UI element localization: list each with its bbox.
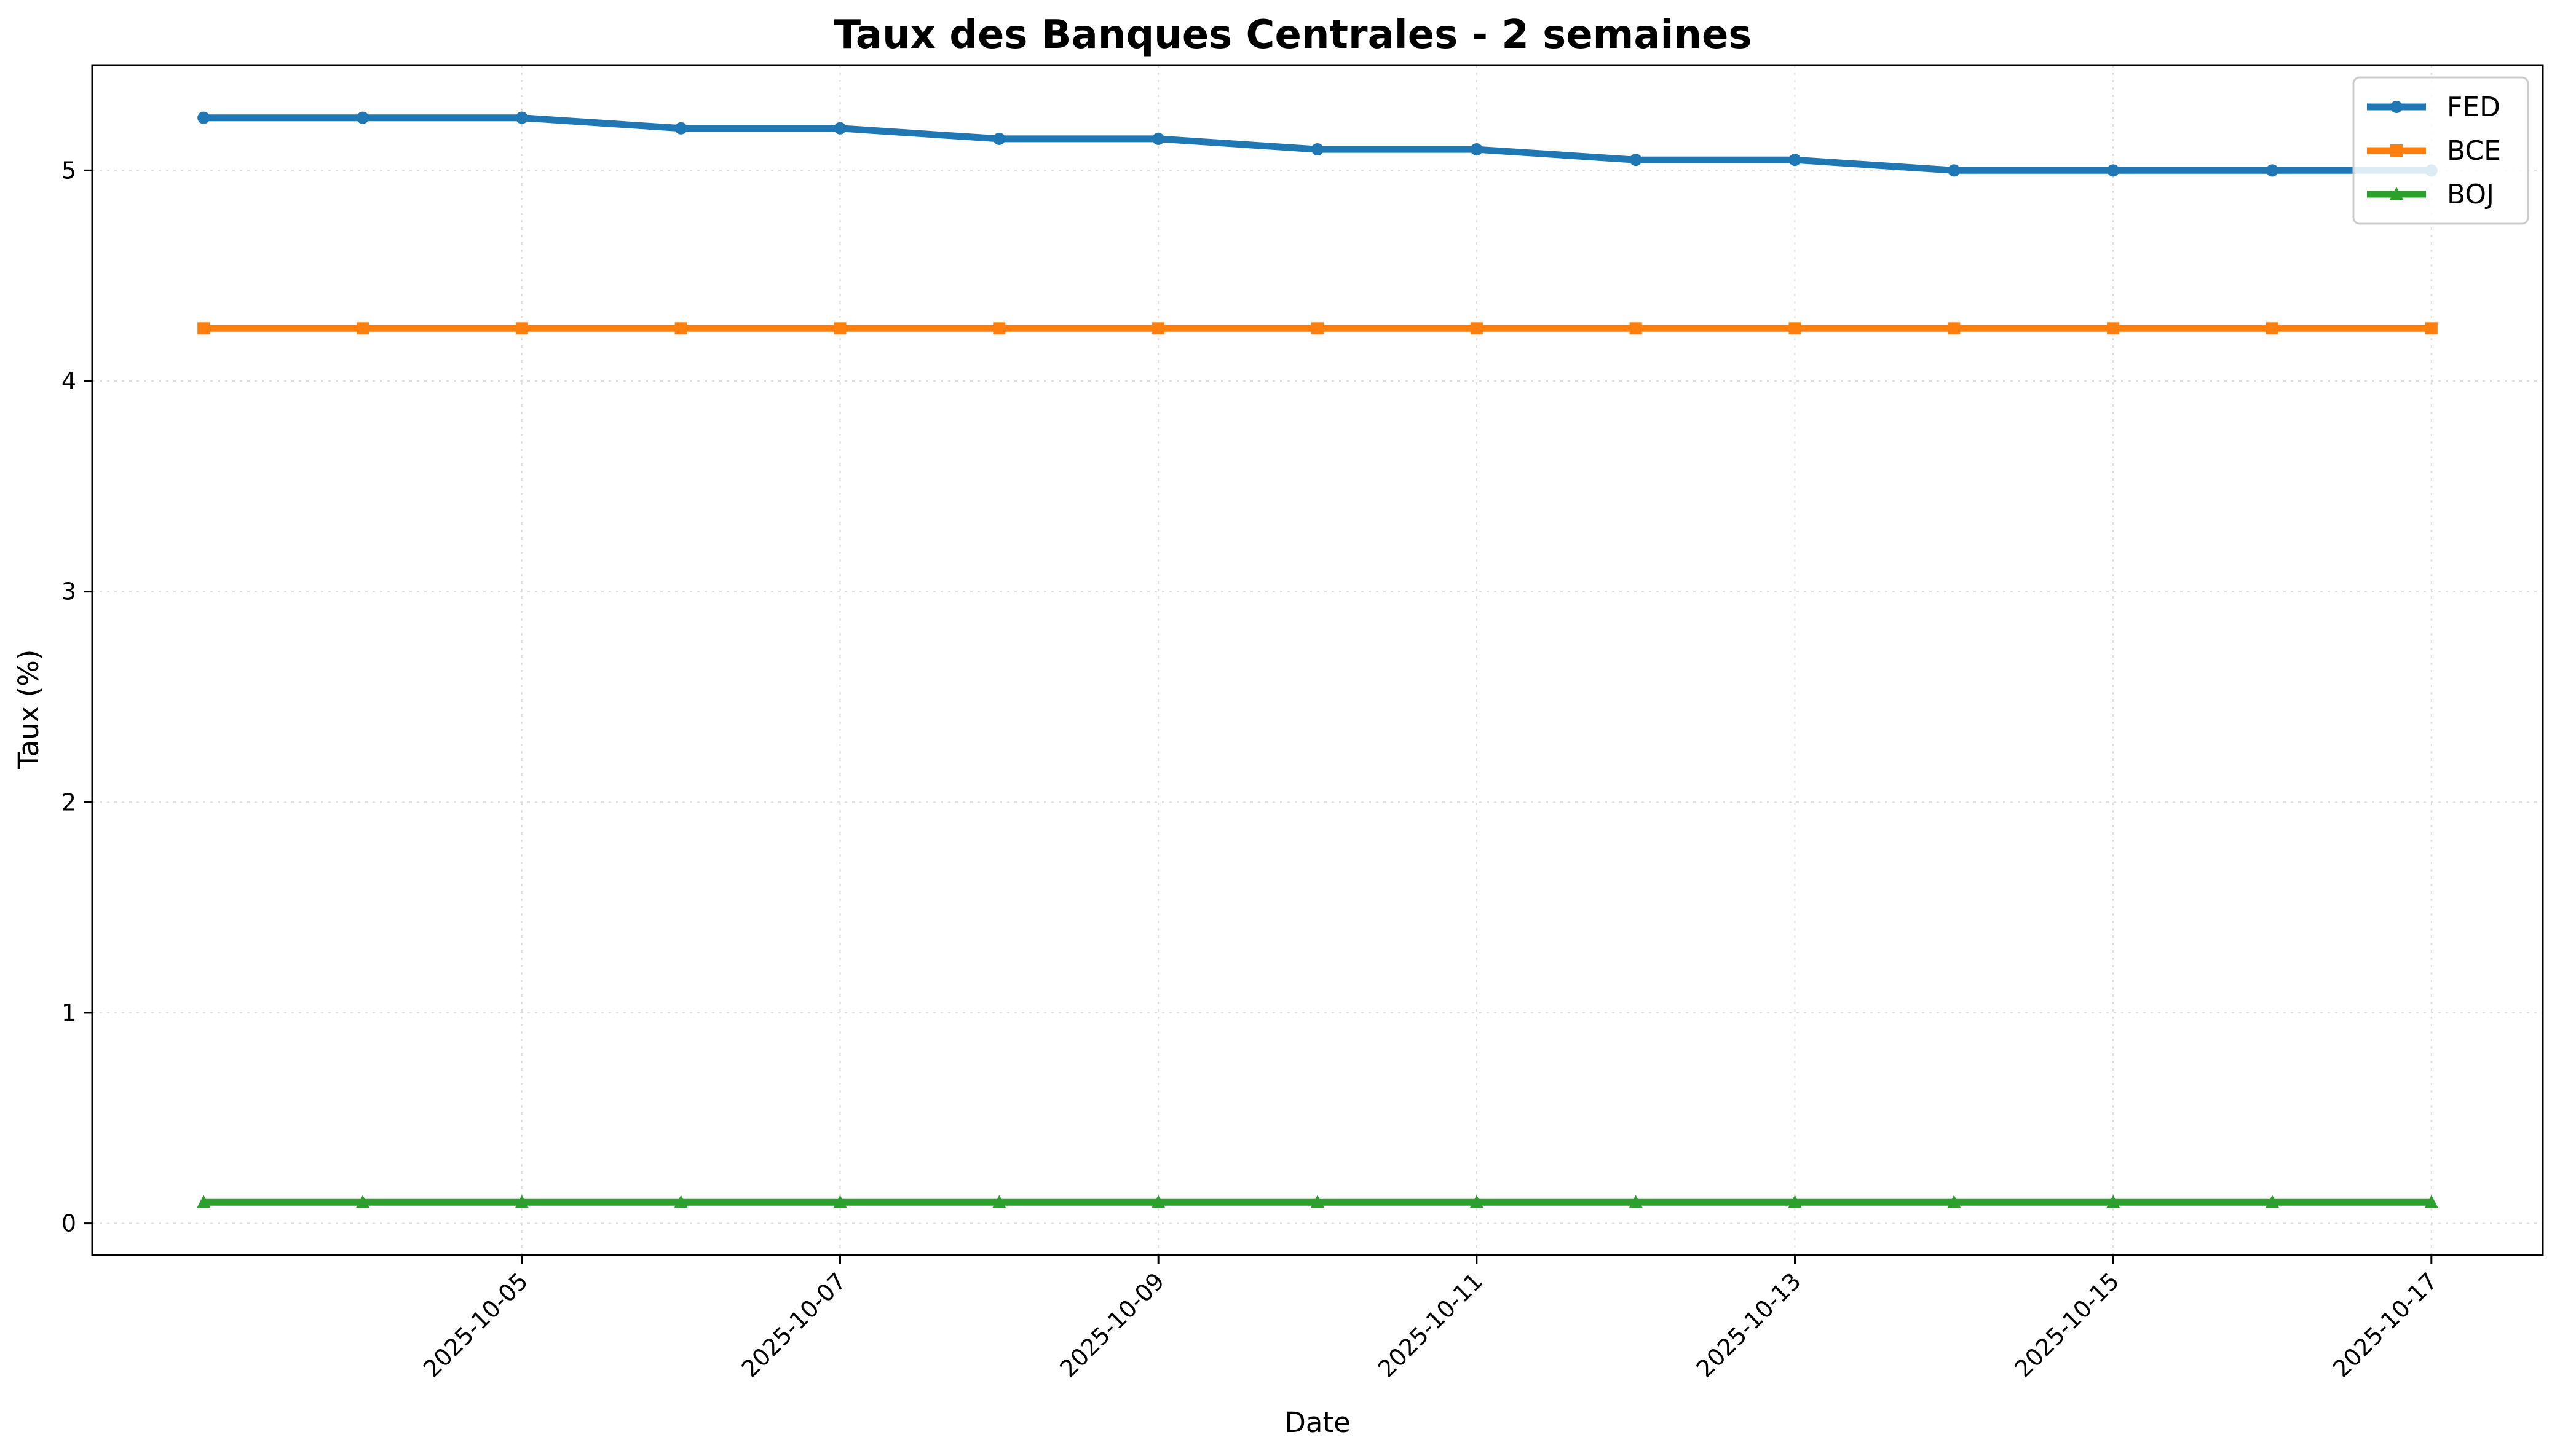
data-point-bce (1629, 322, 1642, 335)
data-point-fed (1948, 164, 1961, 177)
series-fed (197, 111, 2438, 177)
data-point-bce (993, 322, 1006, 335)
data-point-boj (1152, 1195, 1166, 1208)
data-point-bce (2107, 322, 2120, 335)
y-axis: 0 1 2 3 4 5 (61, 157, 92, 1237)
data-point-fed (357, 111, 369, 124)
data-point-bce (674, 322, 687, 335)
data-point-bce (1311, 322, 1324, 335)
data-point-bce (2425, 322, 2438, 335)
data-point-fed (993, 132, 1006, 145)
plot-frame (91, 64, 2544, 1256)
data-point-fed (674, 122, 687, 135)
series-bce (197, 322, 2438, 335)
data-point-fed (1470, 143, 1483, 156)
data-point-fed (197, 111, 210, 124)
data-point-bce (2266, 322, 2278, 335)
y-tick-label: 2 (61, 789, 76, 816)
data-point-bce (197, 322, 210, 335)
data-point-boj (1629, 1195, 1643, 1208)
data-point-fed (1152, 132, 1165, 145)
data-point-boj (2106, 1195, 2120, 1208)
data-point-bce (1152, 322, 1165, 335)
data-point-fed (834, 122, 847, 135)
x-axis-label: Date (1284, 1406, 1351, 1439)
series-layer (197, 111, 2438, 1208)
data-point-boj (1788, 1195, 1802, 1208)
data-point-bce (1788, 322, 1801, 335)
y-tick-label: 0 (61, 1210, 76, 1237)
legend-marker-bce (2390, 144, 2403, 157)
data-point-boj (2424, 1195, 2438, 1208)
data-point-bce (515, 322, 528, 335)
data-point-boj (1947, 1195, 1961, 1208)
data-point-boj (674, 1195, 688, 1208)
legend-box (2352, 76, 2529, 225)
data-point-boj (197, 1195, 211, 1208)
data-point-bce (1948, 322, 1961, 335)
data-point-boj (833, 1195, 847, 1208)
grid (92, 65, 2543, 1255)
data-point-boj (356, 1195, 370, 1208)
data-point-fed (2266, 164, 2278, 177)
data-point-fed (2107, 164, 2120, 177)
data-point-boj (2265, 1195, 2279, 1208)
legend-label-boj: BOJ (2447, 179, 2494, 210)
y-axis-label: Taux (%) (12, 650, 45, 770)
y-tick-label: 3 (61, 578, 76, 605)
y-tick-label: 5 (61, 157, 76, 184)
data-point-bce (357, 322, 369, 335)
data-point-boj (992, 1195, 1006, 1208)
y-tick-label: 1 (61, 999, 76, 1026)
data-point-bce (1470, 322, 1483, 335)
legend-label-bce: BCE (2447, 135, 2501, 167)
chart-title: Taux des Banques Centrales - 2 semaines (834, 12, 1752, 58)
data-point-boj (515, 1195, 529, 1208)
data-point-fed (515, 111, 528, 124)
legend-label-fed: FED (2447, 92, 2500, 123)
data-point-boj (1311, 1195, 1324, 1208)
data-point-fed (1311, 143, 1324, 156)
series-boj (197, 1195, 2438, 1208)
legend-marker-fed (2390, 101, 2403, 113)
data-point-fed (1629, 154, 1642, 167)
data-point-fed (1788, 154, 1801, 167)
data-point-boj (1469, 1195, 1483, 1208)
data-point-bce (834, 322, 847, 335)
legend-marker-boj (2390, 187, 2403, 200)
y-tick-label: 4 (61, 368, 76, 395)
legend: FED BCE BOJ (2352, 76, 2529, 225)
